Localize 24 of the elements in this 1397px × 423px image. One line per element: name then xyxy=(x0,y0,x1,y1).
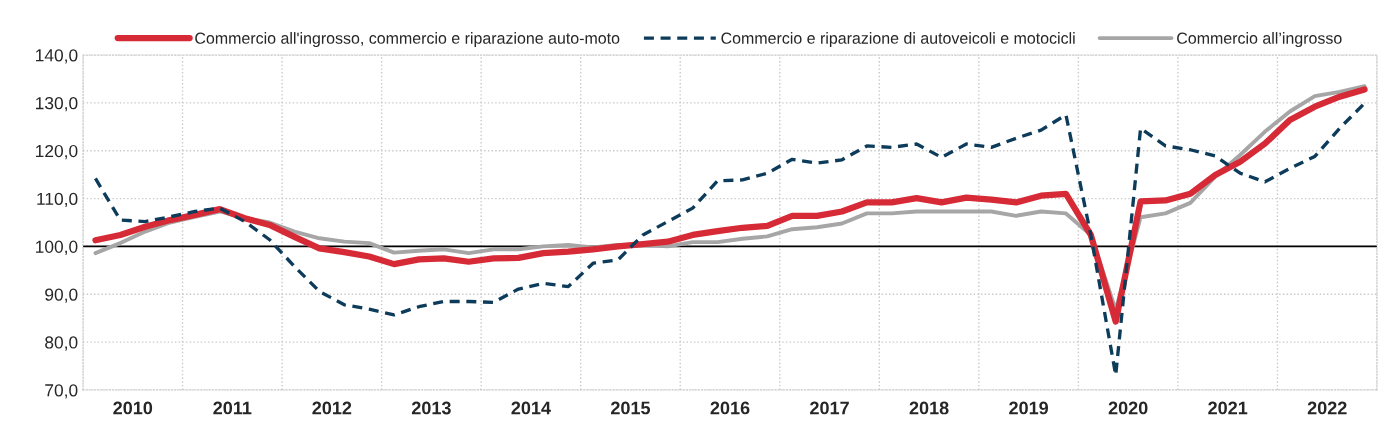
x-tick-label: 2020 xyxy=(1108,401,1148,415)
y-tick-label: 140,0 xyxy=(36,49,78,64)
x-tick-label: 2018 xyxy=(909,401,949,415)
x-tick-label: 2012 xyxy=(312,401,352,415)
x-tick-label: 2013 xyxy=(411,401,451,415)
y-tick-label: 70,0 xyxy=(45,384,78,399)
y-tick-label: 120,0 xyxy=(36,144,78,160)
legend-label: Commercio e riparazione di autoveicoli e motocicli xyxy=(721,32,1075,48)
x-tick-label: 2010 xyxy=(113,401,153,415)
y-tick-label: 90,0 xyxy=(45,288,78,303)
x-tick-label: 2014 xyxy=(511,401,551,415)
x-tick-label: 2011 xyxy=(213,401,252,415)
x-tick-label: 2015 xyxy=(611,401,651,415)
x-tick-label: 2021 xyxy=(1208,401,1248,415)
legend-label: Commercio all’ingrosso xyxy=(1177,32,1342,48)
y-tick-label: 100,0 xyxy=(36,240,78,255)
y-tick-label: 110,0 xyxy=(37,192,78,208)
y-tick-label: 130,0 xyxy=(36,97,78,112)
x-tick-label: 2016 xyxy=(710,401,750,415)
x-tick-label: 2022 xyxy=(1307,401,1347,415)
x-tick-label: 2017 xyxy=(810,401,849,415)
legend-label: Commercio all'ingrosso, commercio e riparazione auto-moto xyxy=(195,32,620,48)
x-tick-label: 2019 xyxy=(1009,401,1049,415)
y-tick-label: 80,0 xyxy=(45,336,78,351)
